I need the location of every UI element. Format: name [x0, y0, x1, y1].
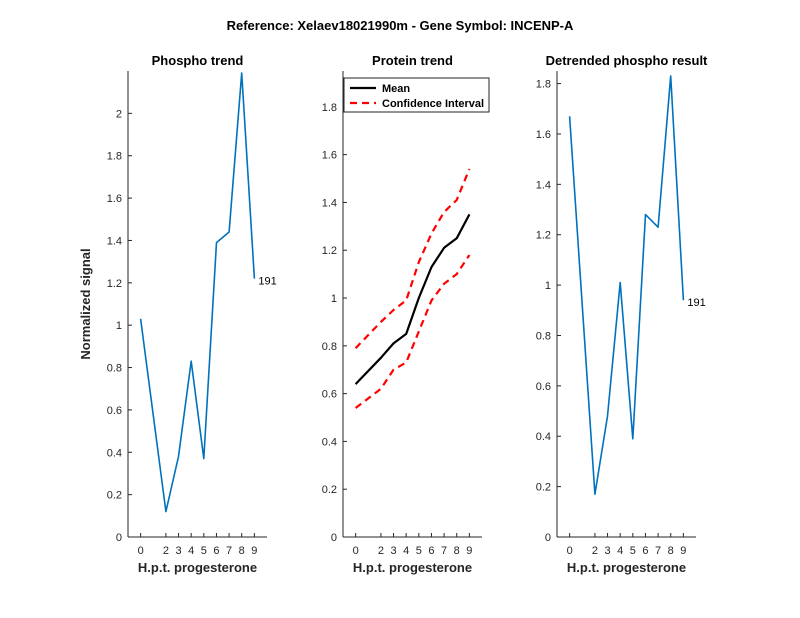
protein-y-tick-label: 0 [331, 532, 337, 544]
phospho-y-tick-label: 0.6 [107, 405, 122, 417]
detrended-y-tick-label: 0 [545, 532, 551, 544]
protein-x-tick-label: 3 [390, 545, 396, 557]
detrended-y-tick-label: 1 [545, 280, 551, 292]
phospho-y-axis-label: Normalized signal [78, 248, 93, 359]
detrended-x-tick-label: 2 [592, 545, 598, 557]
detrended-x-tick-label: 5 [630, 545, 636, 557]
phospho-x-tick-label: 7 [226, 545, 232, 557]
protein-x-tick-label: 9 [466, 545, 472, 557]
detrended-series-line [568, 75, 685, 496]
phospho-y-tick-label: 1.2 [107, 278, 122, 290]
phospho-y-tick-label: 1.6 [107, 193, 122, 205]
protein-x-tick-label: 4 [403, 545, 409, 557]
protein-y-tick-label: 1 [331, 293, 337, 305]
detrended-y-tick-label: 0.4 [536, 431, 551, 443]
detrended-y-tick-label: 1.6 [536, 129, 551, 141]
detrended-y-tick-label: 0.6 [536, 381, 551, 393]
phospho-y-tick-label: 1 [116, 320, 122, 332]
phospho-x-axis-label: H.p.t. progesterone [138, 560, 257, 575]
detrended-x-tick-label: 0 [567, 545, 573, 557]
phospho-trend-panel: Phospho trend 0 0.2 0.4 0.6 0.8 1 1.2 1.4 1.6 1.8 2… [78, 53, 277, 575]
protein-mean-line [354, 213, 471, 385]
protein-y-tick-label: 0.8 [322, 341, 337, 353]
detrended-x-tick-label: 3 [604, 545, 610, 557]
phospho-x-tick-label: 9 [251, 545, 257, 557]
detrended-y-tick-label: 1.4 [536, 179, 551, 191]
legend-ci-label: Confidence Interval [382, 98, 484, 110]
detrended-y-tick-label: 0.8 [536, 330, 551, 342]
protein-y-tick-label: 0.6 [322, 389, 337, 401]
detrended-x-tick-label: 6 [642, 545, 648, 557]
phospho-y-tick-label: 0.2 [107, 490, 122, 502]
phospho-x-tick-label: 8 [239, 545, 245, 557]
phospho-y-tick-label: 0.4 [107, 447, 122, 459]
detrended-phospho-panel: Detrended phospho result 0 0.2 0.4 0.6 0.8 1 1.… [536, 53, 708, 575]
phospho-x-tick-label: 6 [213, 545, 219, 557]
protein-x-tick-label: 6 [428, 545, 434, 557]
protein-ci-lower-line [354, 254, 471, 409]
phospho-x-tick-label: 5 [201, 545, 207, 557]
detrended-y-tick-label: 1.2 [536, 230, 551, 242]
phospho-x-tick-label: 0 [138, 545, 144, 557]
protein-x-axis-label: H.p.t. progesterone [353, 560, 472, 575]
phospho-series-line [139, 72, 256, 513]
legend-mean-label: Mean [382, 83, 410, 95]
phospho-x-tick-label: 3 [175, 545, 181, 557]
detrended-x-tick-label: 4 [617, 545, 623, 557]
protein-legend-box [343, 77, 490, 113]
phospho-x-tick-label: 2 [163, 545, 169, 557]
detrended-end-annotation: 191 [687, 297, 705, 309]
figure-title: Reference: Xelaev18021990m - Gene Symbol… [227, 18, 574, 33]
detrended-title: Detrended phospho result [546, 53, 708, 68]
protein-x-tick-label: 7 [441, 545, 447, 557]
phospho-y-tick-label: 0.8 [107, 363, 122, 375]
protein-x-tick-label: 0 [353, 545, 359, 557]
detrended-x-tick-label: 7 [655, 545, 661, 557]
phospho-y-tick-label: 0 [116, 532, 122, 544]
detrended-y-tick-label: 1.8 [536, 79, 551, 91]
protein-title: Protein trend [372, 53, 453, 68]
phospho-y-tick-label: 1.8 [107, 151, 122, 163]
protein-y-tick-label: 0.2 [322, 484, 337, 496]
phospho-end-annotation: 191 [258, 276, 276, 288]
protein-y-tick-label: 1.2 [322, 245, 337, 257]
detrended-x-tick-label: 9 [680, 545, 686, 557]
protein-ci-upper-line [354, 168, 471, 349]
protein-x-tick-label: 8 [454, 545, 460, 557]
phospho-x-tick-label: 4 [188, 545, 194, 557]
detrended-x-axis-label: H.p.t. progesterone [567, 560, 686, 575]
phospho-y-tick-label: 1.4 [107, 235, 122, 247]
protein-x-tick-label: 2 [378, 545, 384, 557]
protein-y-tick-label: 1.4 [322, 197, 337, 209]
protein-y-tick-label: 0.4 [322, 436, 337, 448]
detrended-y-tick-label: 0.2 [536, 482, 551, 494]
protein-y-tick-label: 1.6 [322, 150, 337, 162]
detrended-x-tick-label: 8 [668, 545, 674, 557]
protein-x-tick-label: 5 [416, 545, 422, 557]
protein-y-tick-label: 1.8 [322, 102, 337, 114]
phospho-y-tick-label: 2 [116, 108, 122, 120]
phospho-title: Phospho trend [152, 53, 244, 68]
protein-trend-panel: Protein trend 0 0.2 0.4 0.6 0.8 1 1.2 1.4 1.6 1.8 0… [322, 53, 490, 575]
